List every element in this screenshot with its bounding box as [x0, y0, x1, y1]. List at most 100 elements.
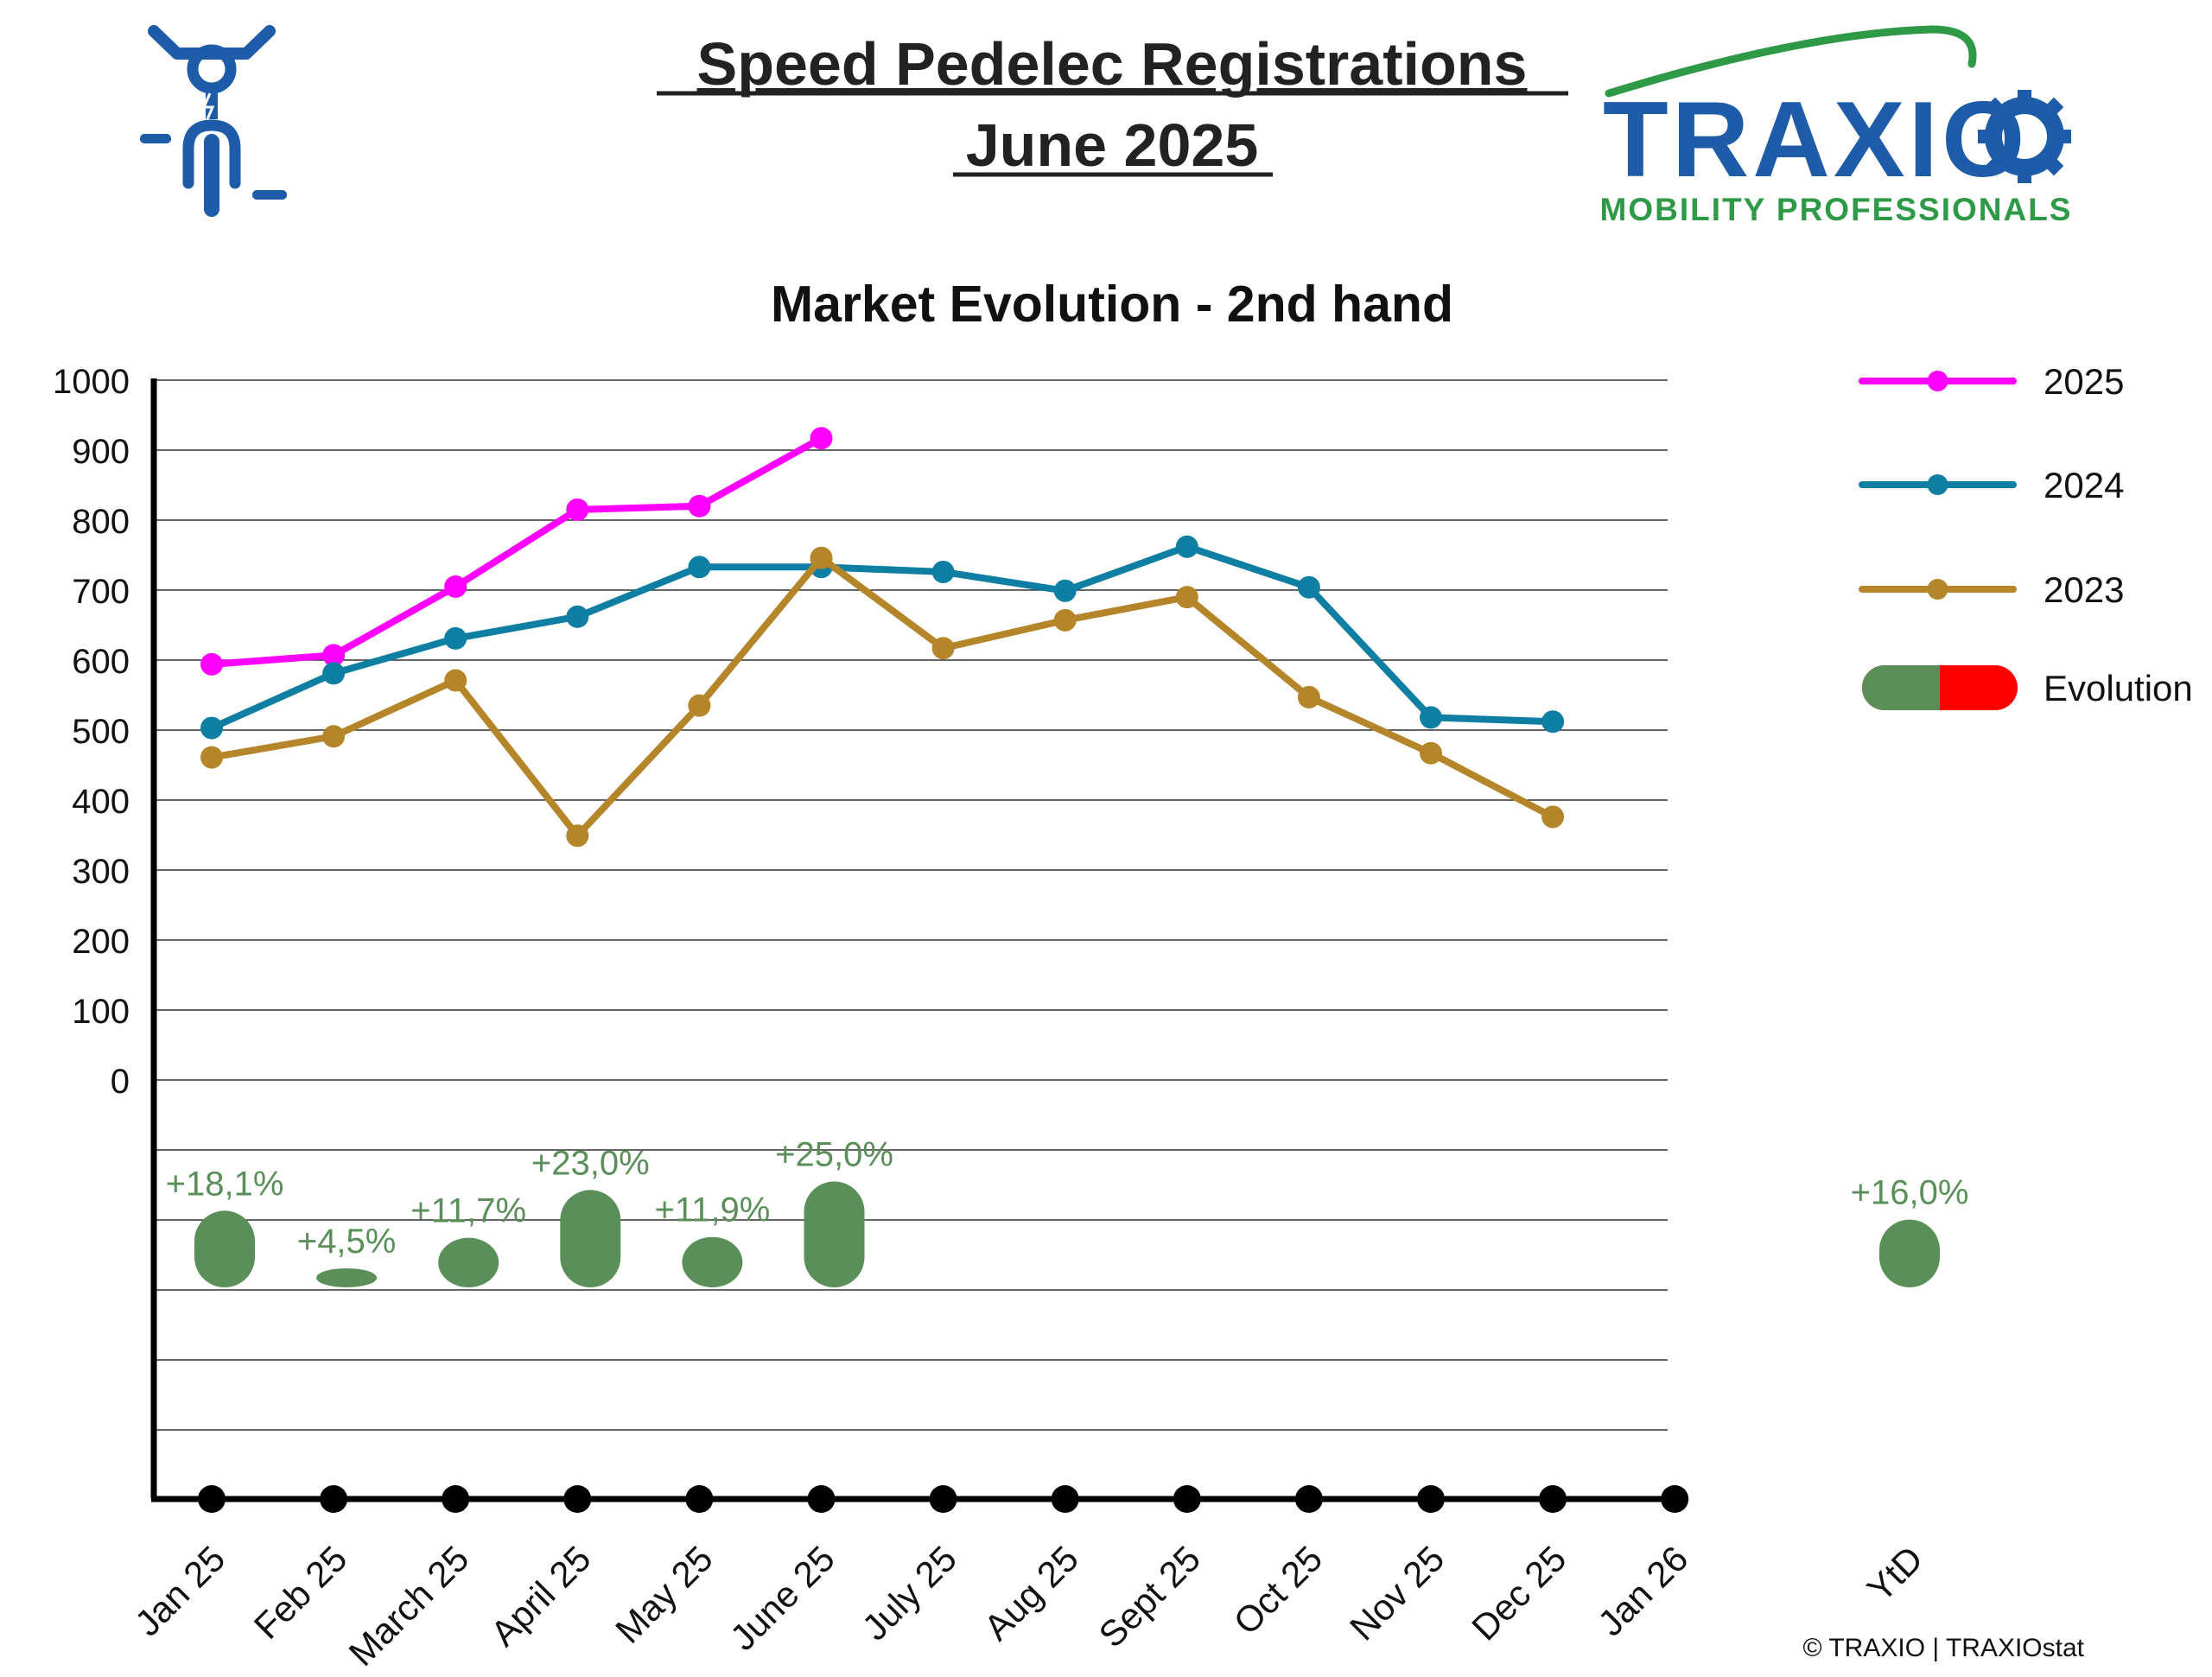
evolution-bar-label: +18,1%	[166, 1165, 284, 1203]
data-point-2023	[566, 824, 589, 848]
data-point-2023	[1541, 805, 1565, 829]
evolution-bar	[194, 1210, 255, 1287]
x-tick-label: April 25	[483, 1538, 599, 1654]
page-title-line2: June 2025	[966, 111, 1259, 179]
x-tick-label: March 25	[341, 1538, 477, 1673]
y-tick-label: 700	[72, 573, 130, 611]
x-axis-marker	[1417, 1485, 1445, 1513]
x-tick-label: Oct 25	[1226, 1538, 1331, 1642]
x-axis-marker	[198, 1485, 226, 1513]
series-line-2025	[208, 435, 825, 668]
data-point-2023	[1175, 586, 1198, 609]
y-tick-labels: 0 100 200 300 400 500 600 700 800 900 1000	[53, 363, 130, 1101]
logo-text: TRAXIO	[1603, 80, 2028, 200]
y-tick-label: 300	[72, 853, 130, 891]
legend-marker-2023	[1927, 579, 1948, 600]
x-axis-marker	[807, 1485, 836, 1513]
evolution-bar-label: +4,5%	[297, 1223, 397, 1261]
x-axis-marker	[685, 1485, 714, 1513]
page-title-line1: Speed Pedelec Registrations	[697, 30, 1528, 98]
data-point-2023	[688, 694, 711, 717]
x-axis-marker	[563, 1485, 592, 1513]
copyright-text: © TRAXIO | TRAXIOstat	[1802, 1634, 2084, 1662]
x-axis-marker	[1294, 1485, 1323, 1513]
evolution-layer: +18,1% +4,5% +11,7%+23,0%+11,9%+25,0% +16,0…	[166, 1136, 1969, 1287]
x-tick-label: Jan 26	[1590, 1538, 1695, 1643]
legend-marker-2025	[1927, 371, 1948, 391]
data-point-2024	[566, 605, 589, 628]
legend-marker-2024	[1927, 474, 1948, 495]
data-point-2024	[1297, 575, 1320, 599]
data-point-2023	[200, 746, 223, 769]
data-point-2024	[322, 662, 346, 685]
data-point-2023	[1420, 741, 1442, 765]
x-tick-label-ytd: YtD	[1859, 1538, 1931, 1610]
legend-label-2025: 2025	[2044, 361, 2124, 402]
evolution-bar-ytd-label: +16,0%	[1851, 1174, 1969, 1212]
legend-label-evolution: Evolution	[2044, 668, 2193, 708]
series-layer	[200, 427, 1565, 848]
data-point-2024	[1420, 706, 1442, 729]
chart-title: Market Evolution - 2nd hand	[771, 276, 1453, 333]
axis-layer	[150, 378, 1689, 1513]
legend-evolution-positive	[1862, 665, 1940, 710]
evolution-bar-label: +23,0%	[531, 1144, 650, 1182]
data-point-2025	[322, 644, 346, 667]
evolution-bar	[316, 1267, 378, 1287]
x-tick-label: Sept 25	[1091, 1538, 1209, 1655]
data-point-2025	[200, 652, 223, 676]
x-tick-label: Aug 25	[976, 1538, 1086, 1648]
x-tick-label: June 25	[722, 1538, 842, 1658]
data-point-2023	[810, 546, 833, 569]
x-axis-marker	[442, 1485, 470, 1513]
data-point-2024	[444, 626, 467, 650]
y-tick-label: 100	[72, 993, 130, 1031]
series-line-2023	[208, 554, 1557, 840]
speed-pedelec-rider-icon	[140, 25, 287, 217]
data-point-2025	[566, 498, 589, 521]
y-tick-label: 400	[72, 783, 130, 821]
data-point-2024	[1175, 535, 1198, 558]
x-axis-marker	[1539, 1485, 1567, 1513]
data-point-2023	[1053, 608, 1077, 632]
legend: 2025 2024 2023 Evolution	[1859, 361, 2193, 710]
x-tick-label: Dec 25	[1464, 1538, 1573, 1648]
x-tick-label: July 25	[855, 1538, 964, 1648]
evolution-bar-label: +25,0%	[775, 1136, 893, 1174]
evolution-bar	[560, 1190, 621, 1287]
logo-tagline: MOBILITY PROFESSIONALS	[1600, 192, 2073, 227]
x-axis-marker	[1173, 1485, 1201, 1513]
x-axis-marker	[929, 1485, 957, 1513]
evolution-bar-label: +11,9%	[654, 1191, 770, 1229]
traxio-logo: TRAXIO MOBILITY PROFESSIONALS	[1600, 25, 2073, 227]
y-tick-label: 900	[72, 433, 130, 471]
data-point-2023	[931, 637, 955, 660]
evolution-bar	[438, 1237, 499, 1287]
data-point-2024	[200, 716, 223, 740]
traxio-logo-gear-icon	[1978, 90, 2071, 183]
legend-label-2024: 2024	[2044, 465, 2124, 505]
data-point-2025	[444, 575, 467, 598]
y-tick-label: 1000	[53, 363, 130, 401]
evolution-bar	[804, 1181, 865, 1287]
evolution-bar	[682, 1236, 743, 1287]
data-point-2024	[931, 560, 955, 583]
x-axis-marker	[1661, 1485, 1689, 1513]
data-point-2025	[810, 427, 833, 450]
y-tick-label: 600	[72, 643, 130, 681]
y-tick-label: 500	[72, 713, 130, 751]
data-point-2025	[688, 494, 711, 518]
x-tick-label: Nov 25	[1342, 1538, 1452, 1648]
x-tick-label: Feb 25	[246, 1538, 355, 1647]
y-tick-label: 200	[72, 923, 130, 961]
x-tick-label: Jan 25	[127, 1538, 232, 1643]
data-point-2023	[444, 669, 467, 692]
x-tick-label: May 25	[607, 1538, 721, 1651]
data-point-2024	[1541, 710, 1565, 734]
data-point-2023	[322, 725, 346, 748]
legend-label-2023: 2023	[2044, 569, 2124, 610]
grid-layer	[154, 379, 1668, 1431]
